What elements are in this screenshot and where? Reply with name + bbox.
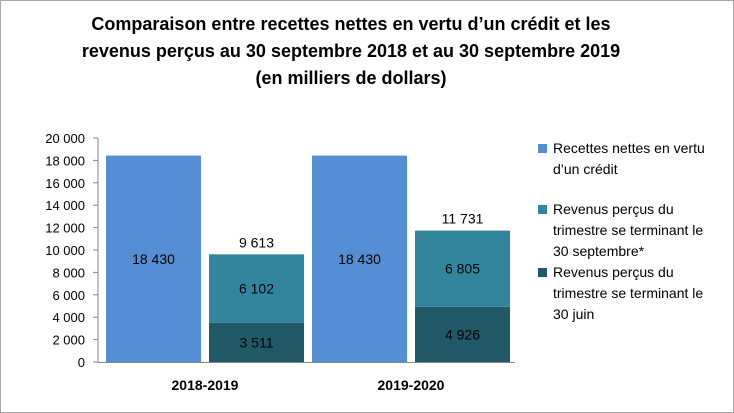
y-tick-label: 8 000 bbox=[52, 265, 85, 280]
y-tick-label: 20 000 bbox=[45, 131, 85, 146]
legend-label: d’un crédit bbox=[553, 161, 618, 177]
bar-data-label: 6 102 bbox=[239, 281, 274, 297]
chart-title-line-1: Comparaison entre recettes nettes en ver… bbox=[91, 14, 611, 34]
bar-recettes-1 bbox=[106, 155, 201, 362]
legend-label: Revenus perçus du bbox=[553, 264, 674, 280]
bar-data-label: 18 430 bbox=[338, 251, 381, 267]
x-category-label: 2018-2019 bbox=[172, 377, 239, 393]
legend-swatch bbox=[538, 144, 547, 153]
legend-label: Recettes nettes en vertu bbox=[553, 140, 705, 156]
bar-data-label: 18 430 bbox=[132, 251, 175, 267]
chart-title-line-3: (en milliers de dollars) bbox=[255, 68, 447, 88]
legend-label: Revenus perçus du bbox=[553, 201, 674, 217]
y-tick-label: 10 000 bbox=[45, 243, 85, 258]
chart-title: Comparaison entre recettes nettes en ver… bbox=[41, 11, 661, 92]
y-tick-label: 18 000 bbox=[45, 153, 85, 168]
y-tick-label: 4 000 bbox=[52, 310, 85, 325]
y-tick-label: 16 000 bbox=[45, 176, 85, 191]
y-tick-label: 6 000 bbox=[52, 288, 85, 303]
bar-revenus-3 bbox=[209, 254, 304, 323]
bar-revenus-2 bbox=[209, 322, 304, 362]
total-data-label: 11 731 bbox=[442, 211, 484, 227]
bar-recettes-1 bbox=[312, 155, 407, 362]
legend-label: 30 septembre* bbox=[553, 243, 645, 259]
legend-label: trimestre se terminant le bbox=[553, 222, 703, 238]
legend-swatch bbox=[538, 268, 547, 277]
chart-title-line-2: revenus perçus au 30 septembre 2018 et a… bbox=[81, 41, 621, 61]
legend-swatch bbox=[538, 205, 547, 214]
total-data-label: 9 613 bbox=[239, 234, 274, 250]
bar-data-label: 6 805 bbox=[445, 261, 480, 277]
bar-revenus-2 bbox=[415, 306, 510, 362]
bar-data-label: 3 511 bbox=[240, 334, 274, 350]
y-tick-label: 2 000 bbox=[52, 333, 85, 348]
y-tick-label: 0 bbox=[78, 355, 85, 370]
bar-data-label: 4 926 bbox=[445, 326, 480, 342]
bar-revenus-3 bbox=[415, 230, 510, 307]
legend-label: trimestre se terminant le bbox=[553, 285, 703, 301]
y-tick-label: 12 000 bbox=[45, 221, 85, 236]
x-category-label: 2019-2020 bbox=[378, 377, 445, 393]
legend-label: 30 juin bbox=[553, 306, 594, 322]
y-tick-label: 14 000 bbox=[45, 198, 85, 213]
